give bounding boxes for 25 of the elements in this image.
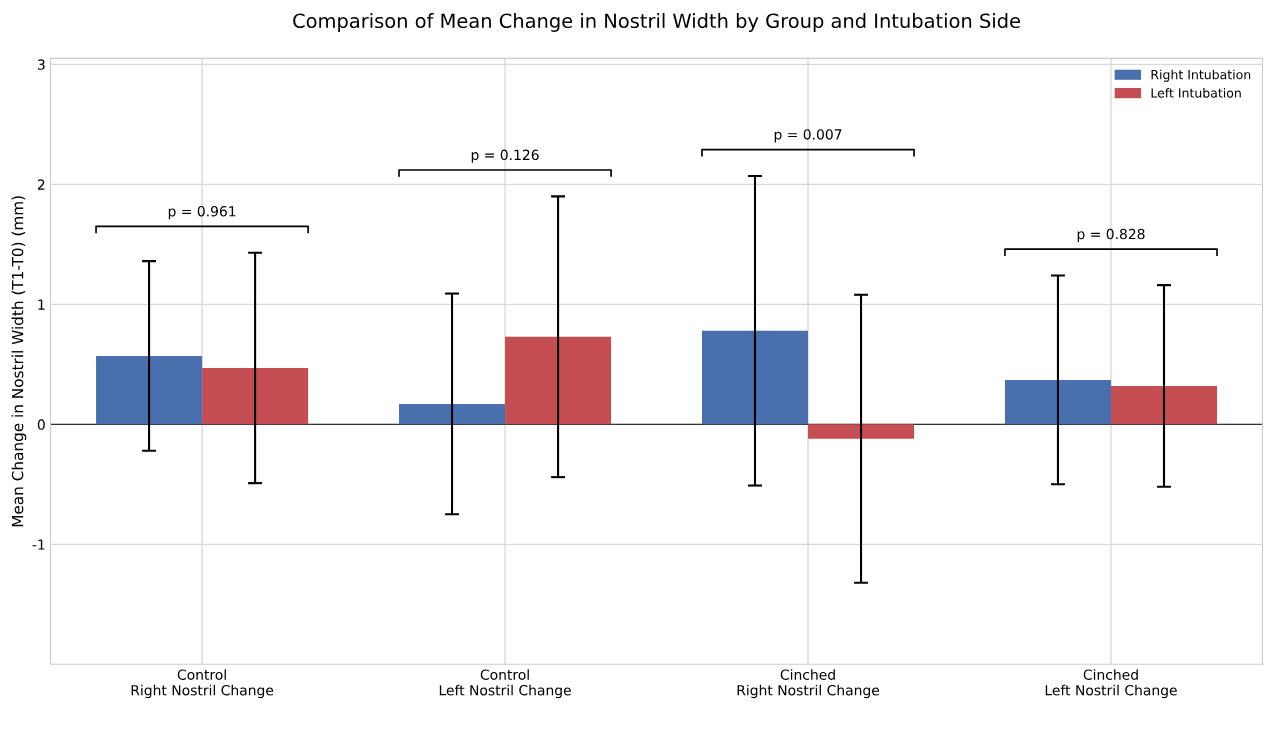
bar bbox=[399, 403, 506, 425]
bar bbox=[1110, 385, 1218, 425]
y-tick-label: 2 bbox=[37, 179, 45, 190]
y-axis-title: Mean Change in Nostril Width (T1-T0) (mm) bbox=[11, 196, 27, 527]
bar bbox=[1004, 379, 1111, 425]
x-tick-label: Control Right Nostril Change bbox=[131, 669, 274, 699]
legend-label: Right Intubation bbox=[1151, 69, 1251, 82]
y-tick-label: -1 bbox=[32, 539, 45, 550]
bar bbox=[701, 330, 809, 425]
bar bbox=[202, 367, 309, 425]
legend-label: Left Intubation bbox=[1151, 88, 1241, 98]
x-tick-label: Cinched Left Nostril Change bbox=[1045, 669, 1177, 699]
y-tick-label: 0 bbox=[37, 419, 45, 430]
bar bbox=[505, 336, 612, 425]
bar bbox=[96, 355, 203, 425]
annotation: p = 0.828 bbox=[1077, 228, 1145, 242]
y-tick-label: 3 bbox=[37, 59, 45, 70]
bar bbox=[808, 424, 915, 439]
annotation: p = 0.007 bbox=[774, 129, 842, 143]
chart-title: Comparison of Mean Change in Nostril Width by Group and Intubation Side bbox=[293, 13, 1020, 32]
y-tick-label: 1 bbox=[38, 299, 45, 310]
x-tick-label: Control Left Nostril Change bbox=[439, 669, 571, 699]
annotation: p = 0.126 bbox=[471, 149, 539, 163]
annotation: p = 0.961 bbox=[168, 205, 236, 220]
x-tick-label: Cinched Right Nostril Change bbox=[737, 669, 880, 699]
